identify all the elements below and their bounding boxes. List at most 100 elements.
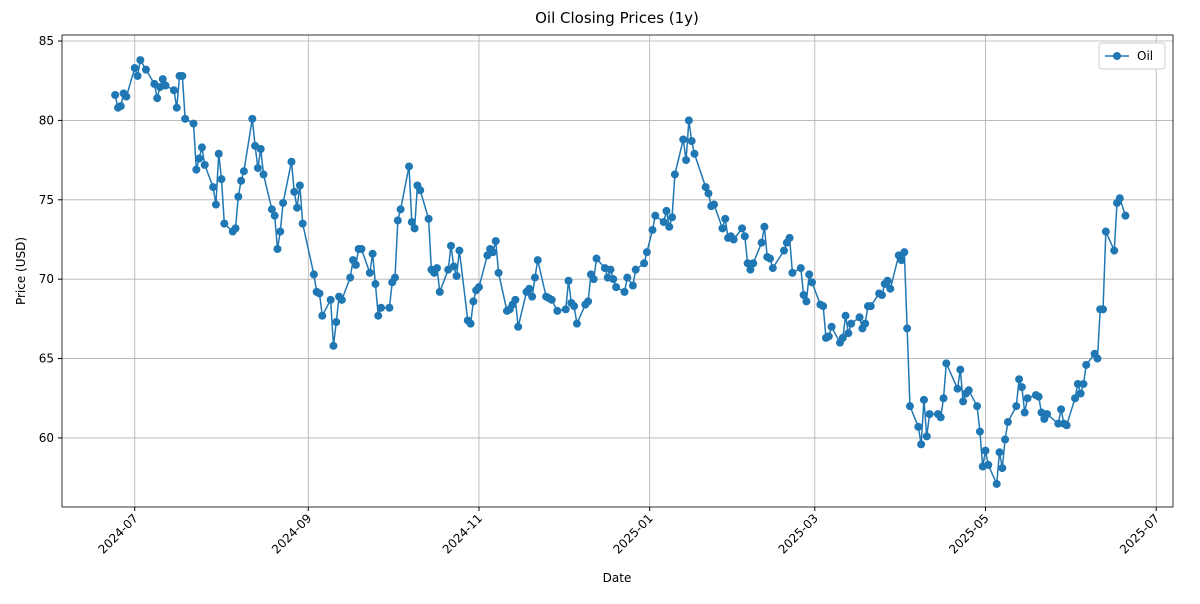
point bbox=[648, 225, 657, 234]
point bbox=[195, 154, 204, 163]
point bbox=[704, 189, 713, 198]
point bbox=[729, 235, 738, 244]
point bbox=[866, 302, 875, 311]
point bbox=[111, 91, 120, 100]
point bbox=[407, 218, 416, 227]
point bbox=[612, 283, 621, 292]
point bbox=[337, 295, 346, 304]
point bbox=[679, 135, 688, 144]
point bbox=[346, 273, 355, 282]
point bbox=[690, 149, 699, 158]
point bbox=[1003, 418, 1012, 427]
point bbox=[237, 176, 246, 185]
y-tick-label: 85 bbox=[39, 34, 54, 48]
point bbox=[136, 56, 145, 65]
point bbox=[975, 427, 984, 436]
point bbox=[628, 281, 637, 290]
point bbox=[883, 276, 892, 285]
point bbox=[1073, 379, 1082, 388]
point bbox=[973, 402, 982, 411]
point bbox=[192, 165, 201, 174]
legend-box bbox=[1098, 42, 1166, 70]
point bbox=[393, 216, 402, 225]
point bbox=[877, 291, 886, 300]
point bbox=[710, 200, 719, 209]
point bbox=[665, 222, 674, 231]
point bbox=[1110, 246, 1119, 255]
point bbox=[662, 206, 671, 215]
point bbox=[141, 65, 150, 74]
point bbox=[796, 264, 805, 273]
point bbox=[584, 297, 593, 306]
point bbox=[351, 260, 360, 269]
point bbox=[197, 143, 206, 152]
point bbox=[905, 402, 914, 411]
point bbox=[161, 81, 170, 90]
point bbox=[1054, 419, 1063, 428]
point bbox=[668, 213, 677, 222]
point bbox=[609, 275, 618, 284]
point bbox=[287, 157, 296, 166]
point bbox=[511, 295, 520, 304]
point bbox=[130, 64, 139, 73]
point bbox=[631, 265, 640, 274]
point bbox=[1101, 227, 1110, 236]
point bbox=[424, 214, 433, 223]
point bbox=[231, 224, 240, 233]
point bbox=[293, 203, 302, 212]
point bbox=[533, 256, 542, 265]
point bbox=[964, 386, 973, 395]
point bbox=[956, 365, 965, 374]
point bbox=[200, 160, 209, 169]
point bbox=[416, 186, 425, 195]
point bbox=[592, 254, 601, 263]
point bbox=[1034, 392, 1043, 401]
point bbox=[1043, 410, 1052, 419]
point bbox=[256, 144, 265, 153]
point bbox=[743, 259, 752, 268]
point bbox=[1115, 194, 1124, 203]
plot-frame bbox=[61, 34, 1174, 508]
point bbox=[959, 397, 968, 406]
point bbox=[847, 319, 856, 328]
point bbox=[525, 284, 534, 293]
point bbox=[780, 246, 789, 255]
point bbox=[295, 181, 304, 190]
point bbox=[903, 324, 912, 333]
point bbox=[1023, 394, 1032, 403]
point bbox=[642, 248, 651, 257]
point bbox=[514, 322, 523, 331]
y-tick-label: 65 bbox=[39, 352, 54, 366]
point bbox=[332, 318, 341, 327]
point bbox=[995, 448, 1004, 457]
point bbox=[1071, 394, 1080, 403]
x-axis-label: Date bbox=[603, 571, 632, 585]
point bbox=[1082, 360, 1091, 369]
point bbox=[385, 303, 394, 312]
point bbox=[326, 295, 335, 304]
point bbox=[365, 268, 374, 277]
point bbox=[841, 311, 850, 320]
point bbox=[561, 305, 570, 314]
point bbox=[239, 167, 248, 176]
point bbox=[329, 341, 338, 350]
point bbox=[861, 319, 870, 328]
point bbox=[606, 265, 615, 274]
legend-label: Oil bbox=[1137, 49, 1153, 63]
point bbox=[984, 460, 993, 469]
point bbox=[1020, 408, 1029, 417]
point bbox=[547, 295, 556, 304]
point bbox=[805, 270, 814, 279]
point bbox=[214, 149, 223, 158]
point bbox=[1093, 354, 1102, 363]
point bbox=[900, 248, 909, 257]
point bbox=[807, 278, 816, 287]
point bbox=[802, 297, 811, 306]
point bbox=[446, 241, 455, 250]
point bbox=[432, 264, 441, 273]
point bbox=[153, 94, 162, 103]
point bbox=[553, 306, 562, 315]
point bbox=[936, 413, 945, 422]
point bbox=[919, 395, 928, 404]
